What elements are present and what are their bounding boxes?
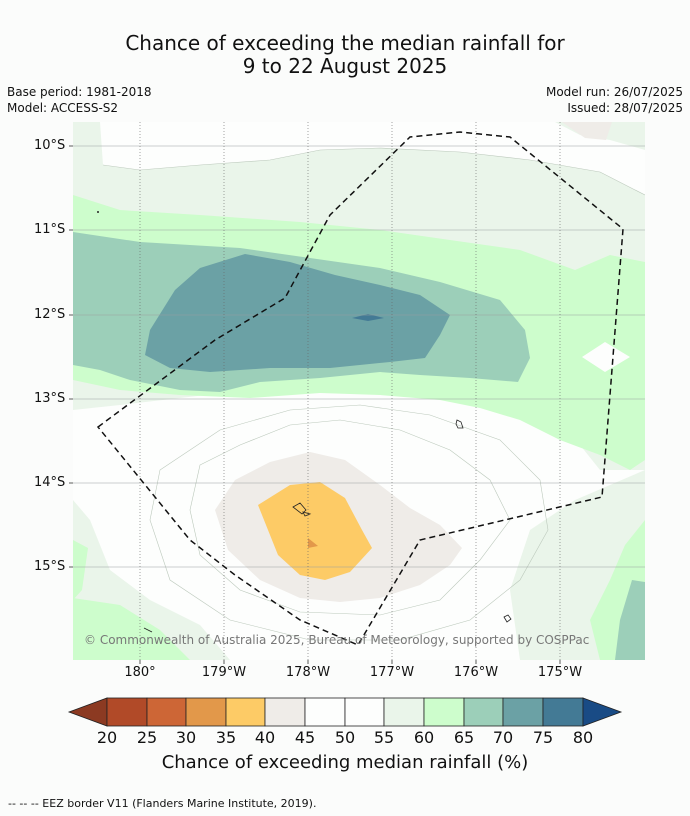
colorbar-bin-75-80 [542,697,584,727]
lon-label-180: 180° [124,665,156,680]
colorbar-bin-20-25 [106,697,148,727]
copyright-notice: © Commonwealth of Australia 2025, Bureau… [84,633,590,647]
colorbar-tick: 45 [294,728,316,747]
colorbar [67,697,623,727]
colorbar-bin-40-45 [264,697,306,727]
contour-60-65-s [73,598,190,660]
base-period: Base period: 1981-2018 [7,85,152,99]
colorbar-tick: 55 [373,728,395,747]
colorbar-tick: 25 [136,728,158,747]
lon-label-178w: 178°W [285,665,331,680]
contour-30-35 [308,538,318,548]
eez-footnote: -- -- -- EEZ border V11 (Flanders Marine… [8,797,317,810]
colorbar-bin-30-35 [185,697,227,727]
model-name: Model: ACCESS-S2 [7,101,119,115]
colorbar-bin-25-30 [146,697,187,727]
colorbar-bin-65-70 [463,697,504,727]
lat-label-14s: 14°S [34,475,66,490]
colorbar-bin-35-40 [225,697,266,727]
chart-title-line1: Chance of exceeding the median rainfall … [125,31,565,55]
lat-label-15s: 15°S [34,559,66,574]
lat-label-12s: 12°S [34,307,66,322]
island-15s [503,614,512,623]
island-sw [143,627,153,633]
colorbar-tick: 30 [175,728,197,747]
lat-label-13s: 13°S [34,391,66,406]
chart-title-line2: 9 to 22 August 2025 [242,54,448,78]
map-area [73,122,645,660]
colorbar-bin-45-50 [304,697,346,727]
colorbar-tick: 65 [453,728,475,747]
colorbar-tick: 40 [254,728,276,747]
contour-75-80 [352,314,384,321]
graticule-lat [73,145,645,568]
lat-label-10s: 10°S [34,138,66,153]
island-13s [455,419,464,429]
contour-45-50-east [582,342,630,372]
colorbar-tick: 50 [334,728,356,747]
contour-35-40 [258,482,372,580]
eez-border [96,131,624,646]
colorbar-tick: 70 [492,728,514,747]
lon-label-177w: 177°W [369,665,415,680]
colorbar-over-arrow [582,697,623,727]
lon-label-175w: 175°W [537,665,583,680]
model-run: Model run: 26/07/2025 [545,85,683,99]
colorbar-tick: 60 [413,728,435,747]
contour-65-70-se [615,580,645,660]
contour-lines [102,147,645,641]
colorbar-bin-55-60 [383,697,425,727]
issued-date: Issued: 28/07/2025 [567,101,683,115]
contour-60-65-sw [73,540,88,600]
colorbar-bin-60-65 [423,697,465,727]
contour-70-75 [145,254,450,372]
colorbar-under-arrow [67,697,108,727]
lat-label-11s: 11°S [34,222,66,237]
colorbar-bin-50-55 [344,697,385,727]
contour-40-45-ne [562,122,612,140]
colorbar-tick: 35 [215,728,237,747]
lon-label-176w: 176°W [453,665,499,680]
axis-ticks [69,145,561,664]
colorbar-tick: 20 [96,728,118,747]
colorbar-title: Chance of exceeding median rainfall (%) [161,752,529,773]
lon-label-179w: 179°W [201,665,247,680]
colorbar-tick: 75 [532,728,554,747]
colorbar-tick: 80 [572,728,594,747]
island-group-14s [292,502,312,517]
colorbar-bin-70-75 [502,697,544,727]
